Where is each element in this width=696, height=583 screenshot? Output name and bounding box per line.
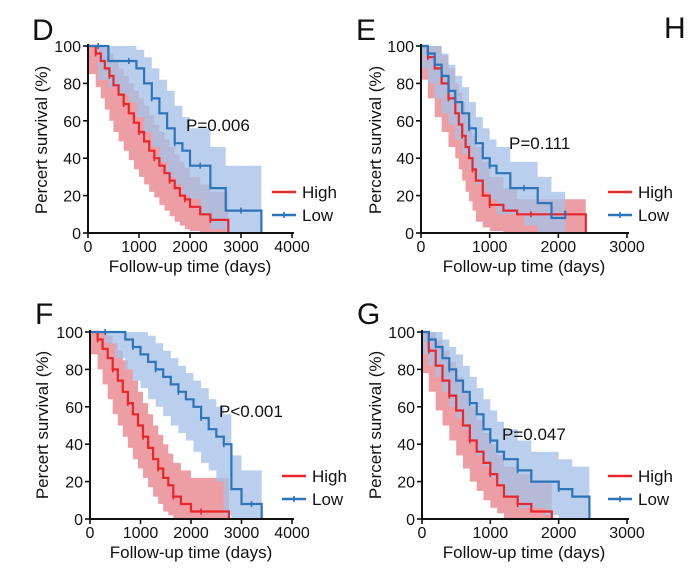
x-axis-title: Follow-up time (days) [109, 257, 272, 276]
y-tick-label: 20 [65, 475, 83, 492]
survival-curve-high-f [90, 330, 230, 519]
y-tick-label: 80 [396, 76, 414, 93]
y-tick-label: 60 [396, 114, 414, 131]
ci-band-low-f [90, 332, 262, 519]
y-tick-label: 0 [72, 226, 81, 243]
x-tick-label: 0 [417, 239, 426, 256]
legend-label-low: Low [638, 490, 670, 509]
y-tick-label: 20 [396, 189, 414, 206]
y-tick-label: 80 [397, 362, 415, 379]
p-value-label: P=0.006 [186, 116, 250, 135]
panel-letter-f: F [35, 298, 53, 331]
x-tick-label: 2000 [541, 239, 577, 256]
p-value-label: P<0.001 [219, 402, 283, 421]
y-tick-label: 0 [406, 512, 415, 529]
y-tick-label: 100 [54, 39, 81, 56]
y-tick-label: 80 [65, 362, 83, 379]
x-tick-label: 3000 [223, 239, 259, 256]
ci-band-low-g [422, 332, 590, 519]
legend-label-high: High [302, 183, 337, 202]
survival-curve-low-f [90, 330, 263, 519]
panel-letter-g: G [357, 298, 380, 331]
y-tick-label: 0 [74, 512, 83, 529]
y-tick-label: 40 [397, 437, 415, 454]
survival-curve-low-e [421, 44, 567, 220]
panel-letter-e: E [356, 14, 376, 47]
x-tick-label: 1000 [472, 239, 508, 256]
y-tick-label: 20 [63, 189, 81, 206]
legend-label-high: High [638, 467, 673, 486]
p-value-label: P=0.111 [509, 134, 570, 153]
y-tick-label: 60 [65, 400, 83, 417]
p-value-label: P=0.047 [502, 425, 566, 444]
legend-label-high: High [638, 183, 673, 202]
ci-band-high-f [90, 332, 229, 519]
legend-label-low: Low [638, 206, 670, 225]
x-axis-title: Follow-up time (days) [443, 543, 606, 562]
x-tick-label: 0 [418, 525, 427, 542]
x-tick-label: 3000 [224, 525, 260, 542]
y-tick-label: 40 [63, 151, 81, 168]
y-tick-label: 40 [396, 151, 414, 168]
y-tick-label: 60 [63, 114, 81, 131]
x-tick-label: 0 [86, 525, 95, 542]
y-axis-title: Percert survival (%) [32, 66, 51, 214]
y-tick-label: 100 [56, 325, 83, 342]
x-tick-label: 3000 [609, 525, 645, 542]
x-tick-label: 4000 [274, 525, 310, 542]
x-tick-label: 2000 [172, 239, 208, 256]
y-tick-label: 80 [63, 76, 81, 93]
y-tick-label: 100 [387, 39, 414, 56]
x-axis-title: Follow-up time (days) [110, 543, 273, 562]
survival-curve-high-e [421, 44, 587, 233]
x-axis-title: Follow-up time (days) [443, 257, 606, 276]
x-tick-label: 3000 [609, 239, 645, 256]
legend-label-low: Low [302, 206, 334, 225]
y-axis-title: Percert survival (%) [366, 351, 385, 499]
x-tick-label: 1000 [121, 239, 157, 256]
ci-band-low-e [421, 46, 566, 233]
y-tick-label: 60 [397, 400, 415, 417]
x-tick-label: 4000 [274, 239, 310, 256]
y-tick-label: 100 [388, 325, 415, 342]
x-tick-label: 1000 [473, 525, 509, 542]
legend-label-high: High [312, 467, 347, 486]
panel-letter-h: H [664, 12, 686, 45]
survival-curve-low-d [88, 44, 263, 233]
y-axis-title: Percert survival (%) [33, 351, 52, 499]
x-tick-label: 1000 [123, 525, 159, 542]
x-tick-label: 2000 [173, 525, 209, 542]
y-tick-label: 20 [397, 475, 415, 492]
x-tick-label: 0 [84, 239, 93, 256]
panel-letter-d: D [32, 14, 54, 47]
survival-curve-low-g [422, 330, 591, 519]
y-tick-label: 0 [405, 226, 414, 243]
x-tick-label: 2000 [541, 525, 577, 542]
y-axis-title: Percert survival (%) [366, 66, 385, 214]
legend-label-low: Low [312, 490, 344, 509]
y-tick-label: 40 [65, 437, 83, 454]
